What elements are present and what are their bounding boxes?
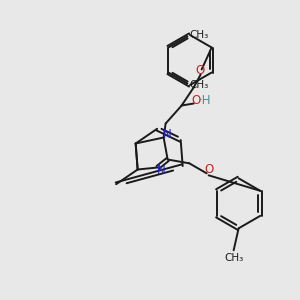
Text: CH₃: CH₃ [190, 31, 209, 40]
Text: O: O [195, 64, 204, 77]
Text: ·H: ·H [198, 94, 211, 107]
Text: N: N [163, 128, 172, 141]
Text: O: O [191, 94, 200, 107]
Text: N: N [157, 164, 166, 177]
Text: CH₃: CH₃ [224, 253, 243, 263]
Text: CH₃: CH₃ [190, 80, 209, 89]
Text: O: O [204, 163, 213, 176]
